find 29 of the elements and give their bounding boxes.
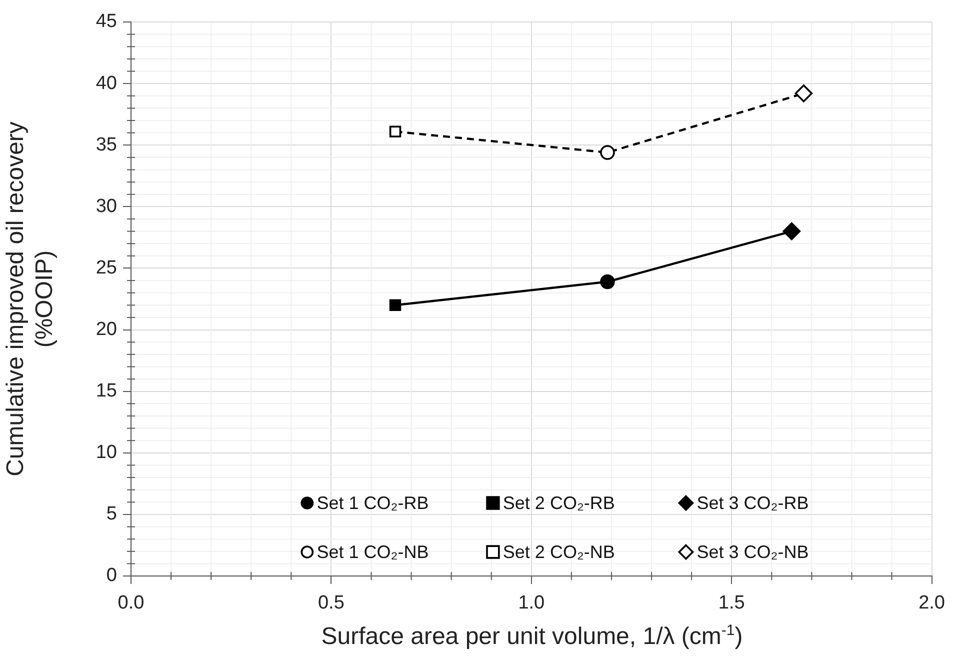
y-tick-label: 5 [106,504,117,525]
y-tick-label: 35 [96,134,117,156]
x-axis-title: Surface area per unit volume, 1/λ (cm$^{-1}$) [320,621,744,652]
x-tick-label: 2.0 [918,592,946,614]
point [794,84,813,102]
legend-label: Set 3 CO₂-RB [696,492,809,513]
x-tick-label: 1.0 [518,592,545,614]
point [600,145,615,160]
x-tick-label: 1.5 [718,592,745,614]
point [389,299,402,312]
point [600,274,615,290]
x-tick-label: 0.5 [318,592,344,614]
y-tick-label: 40 [96,72,117,94]
y-tick-label: 15 [96,380,117,402]
legend-label: Set 2 CO₂-NB [502,542,615,562]
y-tick-label: 30 [96,196,117,217]
legend-label: Set 1 CO₂-RB [316,492,429,513]
legend-label: Set 2 CO₂-RB [502,492,615,513]
y-tick-label: 25 [96,257,117,278]
legend-label: Set 3 CO₂-NB [696,542,809,562]
y-tick-label: 20 [96,319,117,340]
y-axis-title: Cumulative improved oil recovery (%OOIP) [2,122,58,476]
point [782,222,801,240]
y-tick-label: 0 [106,565,117,586]
legend-label: Set 1 CO₂-NB [316,542,429,562]
y-tick-label: 45 [96,11,117,32]
x-tick-label: 0.0 [118,592,144,614]
point [389,126,402,138]
y-tick-label: 10 [96,442,117,464]
